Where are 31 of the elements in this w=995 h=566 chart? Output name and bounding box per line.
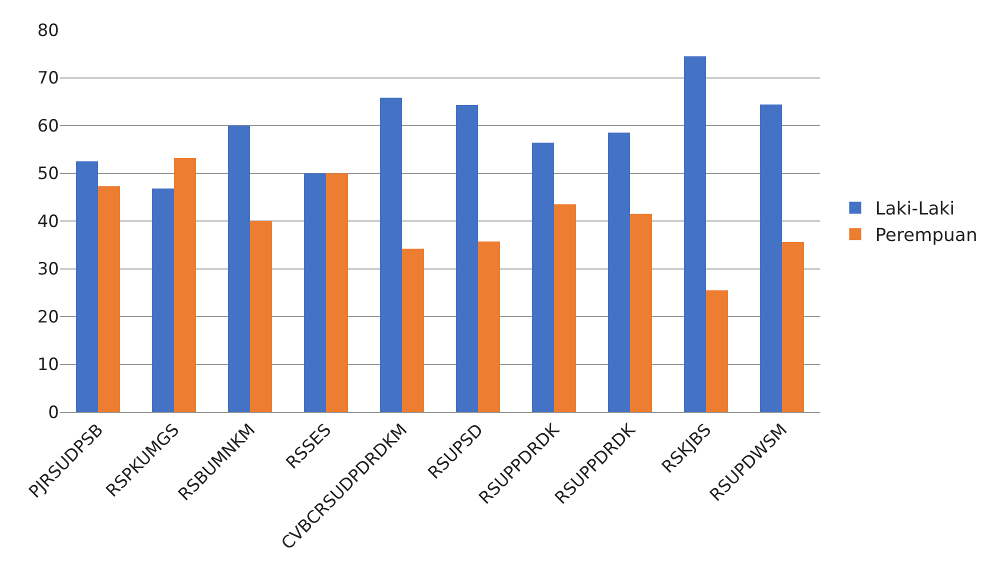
- bar: [228, 126, 250, 412]
- y-tick-label: 40: [37, 212, 59, 232]
- bar: [402, 248, 424, 412]
- bar: [760, 104, 782, 412]
- bar: [554, 204, 576, 412]
- bar: [98, 186, 120, 412]
- bar: [152, 188, 174, 412]
- legend-label: Laki-Laki: [875, 198, 955, 220]
- bar: [684, 56, 706, 412]
- y-tick-label: 50: [37, 164, 59, 184]
- bar: [76, 161, 98, 412]
- bar: [326, 173, 348, 412]
- y-tick-label: 60: [37, 116, 59, 136]
- y-tick-label: 70: [37, 68, 59, 89]
- bar: [532, 142, 554, 412]
- y-tick-label: 10: [37, 355, 59, 376]
- bar: [456, 104, 478, 412]
- bar: [706, 290, 728, 412]
- bar: [304, 173, 326, 412]
- bar: [250, 221, 272, 412]
- legend-label: Perempuan: [875, 225, 978, 246]
- y-tick-label: 20: [37, 307, 59, 328]
- y-tick-label: 80: [37, 20, 59, 41]
- y-tick-label: 0: [48, 402, 59, 423]
- bar: [630, 214, 652, 412]
- y-tick-label: 30: [37, 260, 59, 280]
- bar: [174, 158, 196, 412]
- bar: [380, 98, 402, 412]
- bar: [478, 242, 500, 412]
- bar: [608, 132, 630, 412]
- bar: [782, 242, 804, 412]
